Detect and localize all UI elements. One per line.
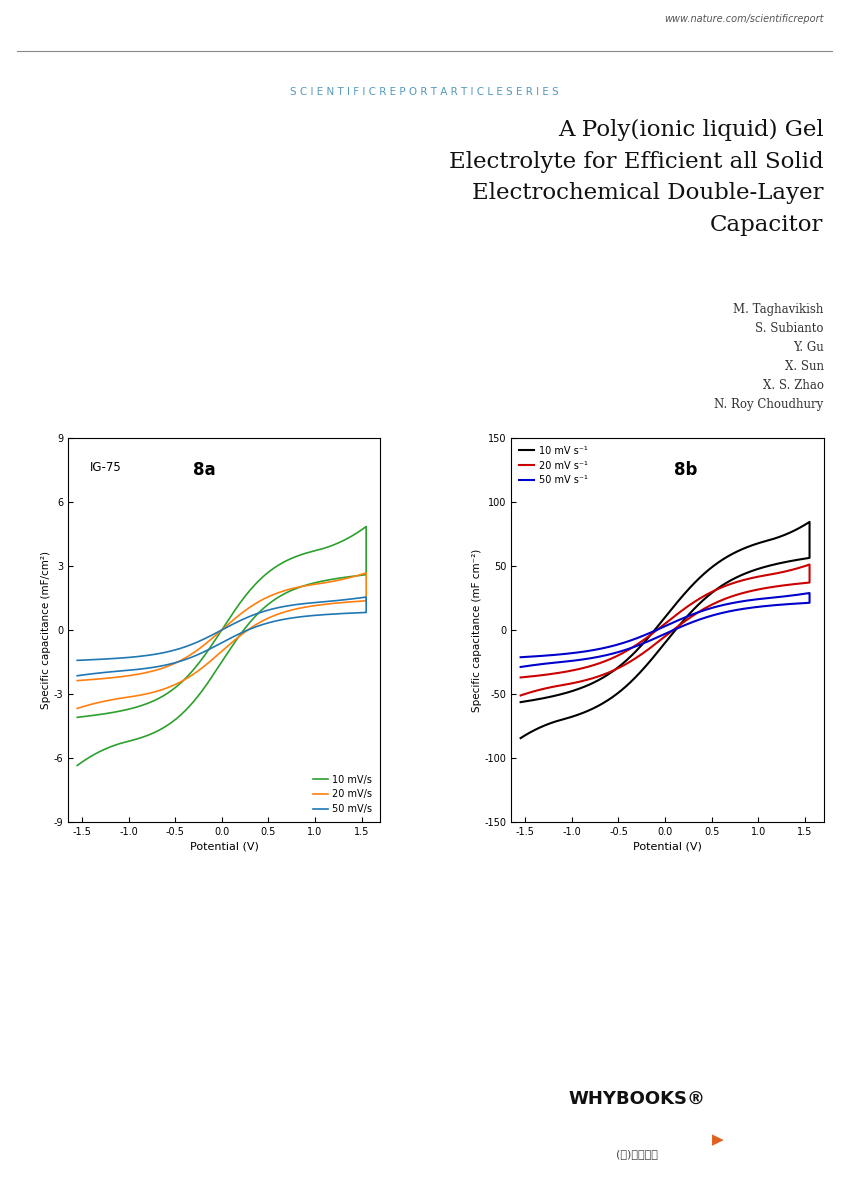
Y-axis label: Specific capacitance (mF/cm²): Specific capacitance (mF/cm²) (41, 551, 51, 709)
10 mV s⁻¹ (632, 668, 642, 683)
50 mV s⁻¹ (643, 635, 653, 649)
Text: (주)와이북스: (주)와이북스 (616, 1148, 658, 1159)
20 mV/s (306, 577, 317, 592)
Text: IG-75: IG-75 (90, 461, 121, 474)
50 mV s⁻¹ (805, 586, 815, 600)
10 mV/s (72, 710, 82, 725)
X-axis label: Potential (V): Potential (V) (633, 841, 702, 851)
10 mV/s (361, 520, 371, 534)
20 mV s⁻¹ (515, 671, 526, 685)
Line: 50 mV s⁻¹: 50 mV s⁻¹ (520, 593, 810, 667)
10 mV s⁻¹ (515, 695, 526, 709)
50 mV/s (188, 649, 199, 664)
10 mV s⁻¹ (575, 682, 585, 696)
Line: 10 mV/s: 10 mV/s (77, 527, 366, 766)
10 mV/s (253, 606, 263, 620)
20 mV/s (327, 575, 337, 589)
50 mV/s (72, 668, 82, 683)
Legend: 10 mV/s, 20 mV/s, 50 mV/s: 10 mV/s, 20 mV/s, 50 mV/s (310, 772, 375, 817)
Line: 20 mV s⁻¹: 20 mV s⁻¹ (520, 564, 810, 696)
10 mV/s (306, 545, 317, 559)
20 mV s⁻¹ (515, 689, 526, 703)
50 mV/s (72, 653, 82, 667)
10 mV/s (132, 700, 142, 714)
50 mV/s (253, 619, 263, 634)
20 mV s⁻¹ (696, 604, 706, 618)
Line: 50 mV/s: 50 mV/s (77, 598, 366, 676)
X-axis label: Potential (V): Potential (V) (189, 841, 258, 851)
50 mV s⁻¹ (696, 612, 706, 626)
20 mV/s (132, 667, 142, 682)
20 mV s⁻¹ (770, 566, 780, 581)
50 mV s⁻¹ (515, 660, 526, 674)
10 mV s⁻¹ (750, 538, 760, 552)
50 mV s⁻¹ (770, 590, 780, 605)
Text: 8b: 8b (673, 461, 697, 479)
10 mV s⁻¹ (770, 532, 780, 546)
50 mV/s (199, 644, 209, 659)
20 mV s⁻¹ (643, 643, 653, 658)
50 mV/s (361, 590, 371, 605)
Text: M. Taghavikish
S. Subianto
Y. Gu
X. Sun
X. S. Zhao
N. Roy Choudhury: M. Taghavikish S. Subianto Y. Gu X. Sun … (714, 302, 824, 410)
20 mV/s (188, 667, 199, 682)
Y-axis label: Specific capacitance (mF cm⁻²): Specific capacitance (mF cm⁻²) (472, 548, 481, 712)
20 mV/s (361, 565, 371, 580)
Text: A Poly(ionic liquid) Gel
Electrolyte for Efficient all Solid
Electrochemical Dou: A Poly(ionic liquid) Gel Electrolyte for… (449, 120, 824, 235)
Text: WHYBOOKS®: WHYBOOKS® (568, 1090, 706, 1109)
20 mV s⁻¹ (750, 570, 760, 584)
20 mV s⁻¹ (575, 661, 585, 676)
10 mV s⁻¹ (643, 658, 653, 672)
Text: S C I E N T I F I C R E P O R T A R T I C L E S E R I E S: S C I E N T I F I C R E P O R T A R T I … (290, 86, 559, 96)
10 mV s⁻¹ (696, 595, 706, 610)
10 mV/s (188, 695, 199, 709)
50 mV s⁻¹ (575, 644, 585, 659)
50 mV s⁻¹ (632, 638, 642, 653)
10 mV s⁻¹ (515, 731, 526, 745)
10 mV/s (327, 539, 337, 553)
10 mV s⁻¹ (805, 515, 815, 529)
Legend: 10 mV s⁻¹, 20 mV s⁻¹, 50 mV s⁻¹: 10 mV s⁻¹, 20 mV s⁻¹, 50 mV s⁻¹ (516, 443, 590, 488)
20 mV s⁻¹ (805, 557, 815, 571)
20 mV/s (253, 617, 263, 631)
Text: 8a: 8a (193, 461, 216, 479)
10 mV/s (72, 758, 82, 773)
Text: www.nature.com/scientificreport: www.nature.com/scientificreport (664, 14, 824, 24)
10 mV/s (199, 680, 209, 695)
50 mV/s (132, 649, 142, 664)
50 mV/s (327, 594, 337, 608)
20 mV/s (72, 673, 82, 688)
50 mV s⁻¹ (515, 650, 526, 665)
50 mV s⁻¹ (750, 593, 760, 607)
20 mV s⁻¹ (632, 650, 642, 665)
Line: 20 mV/s: 20 mV/s (77, 572, 366, 708)
20 mV/s (199, 659, 209, 673)
20 mV/s (72, 701, 82, 715)
Text: ▶: ▶ (711, 1132, 723, 1147)
Line: 10 mV s⁻¹: 10 mV s⁻¹ (520, 522, 810, 738)
50 mV/s (306, 595, 317, 610)
